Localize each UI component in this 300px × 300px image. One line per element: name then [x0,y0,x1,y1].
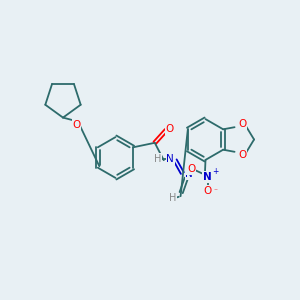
Text: H: H [154,154,161,164]
Text: H: H [169,193,176,203]
Text: N: N [185,169,193,179]
Text: O: O [72,119,81,130]
Text: +: + [212,167,219,176]
Text: O: O [187,164,196,174]
Text: N: N [167,154,174,164]
Text: ⁻: ⁻ [213,187,218,196]
Text: O: O [238,150,246,160]
Text: N: N [203,172,212,182]
Text: O: O [238,119,246,129]
Text: O: O [203,186,212,196]
Text: O: O [166,124,174,134]
